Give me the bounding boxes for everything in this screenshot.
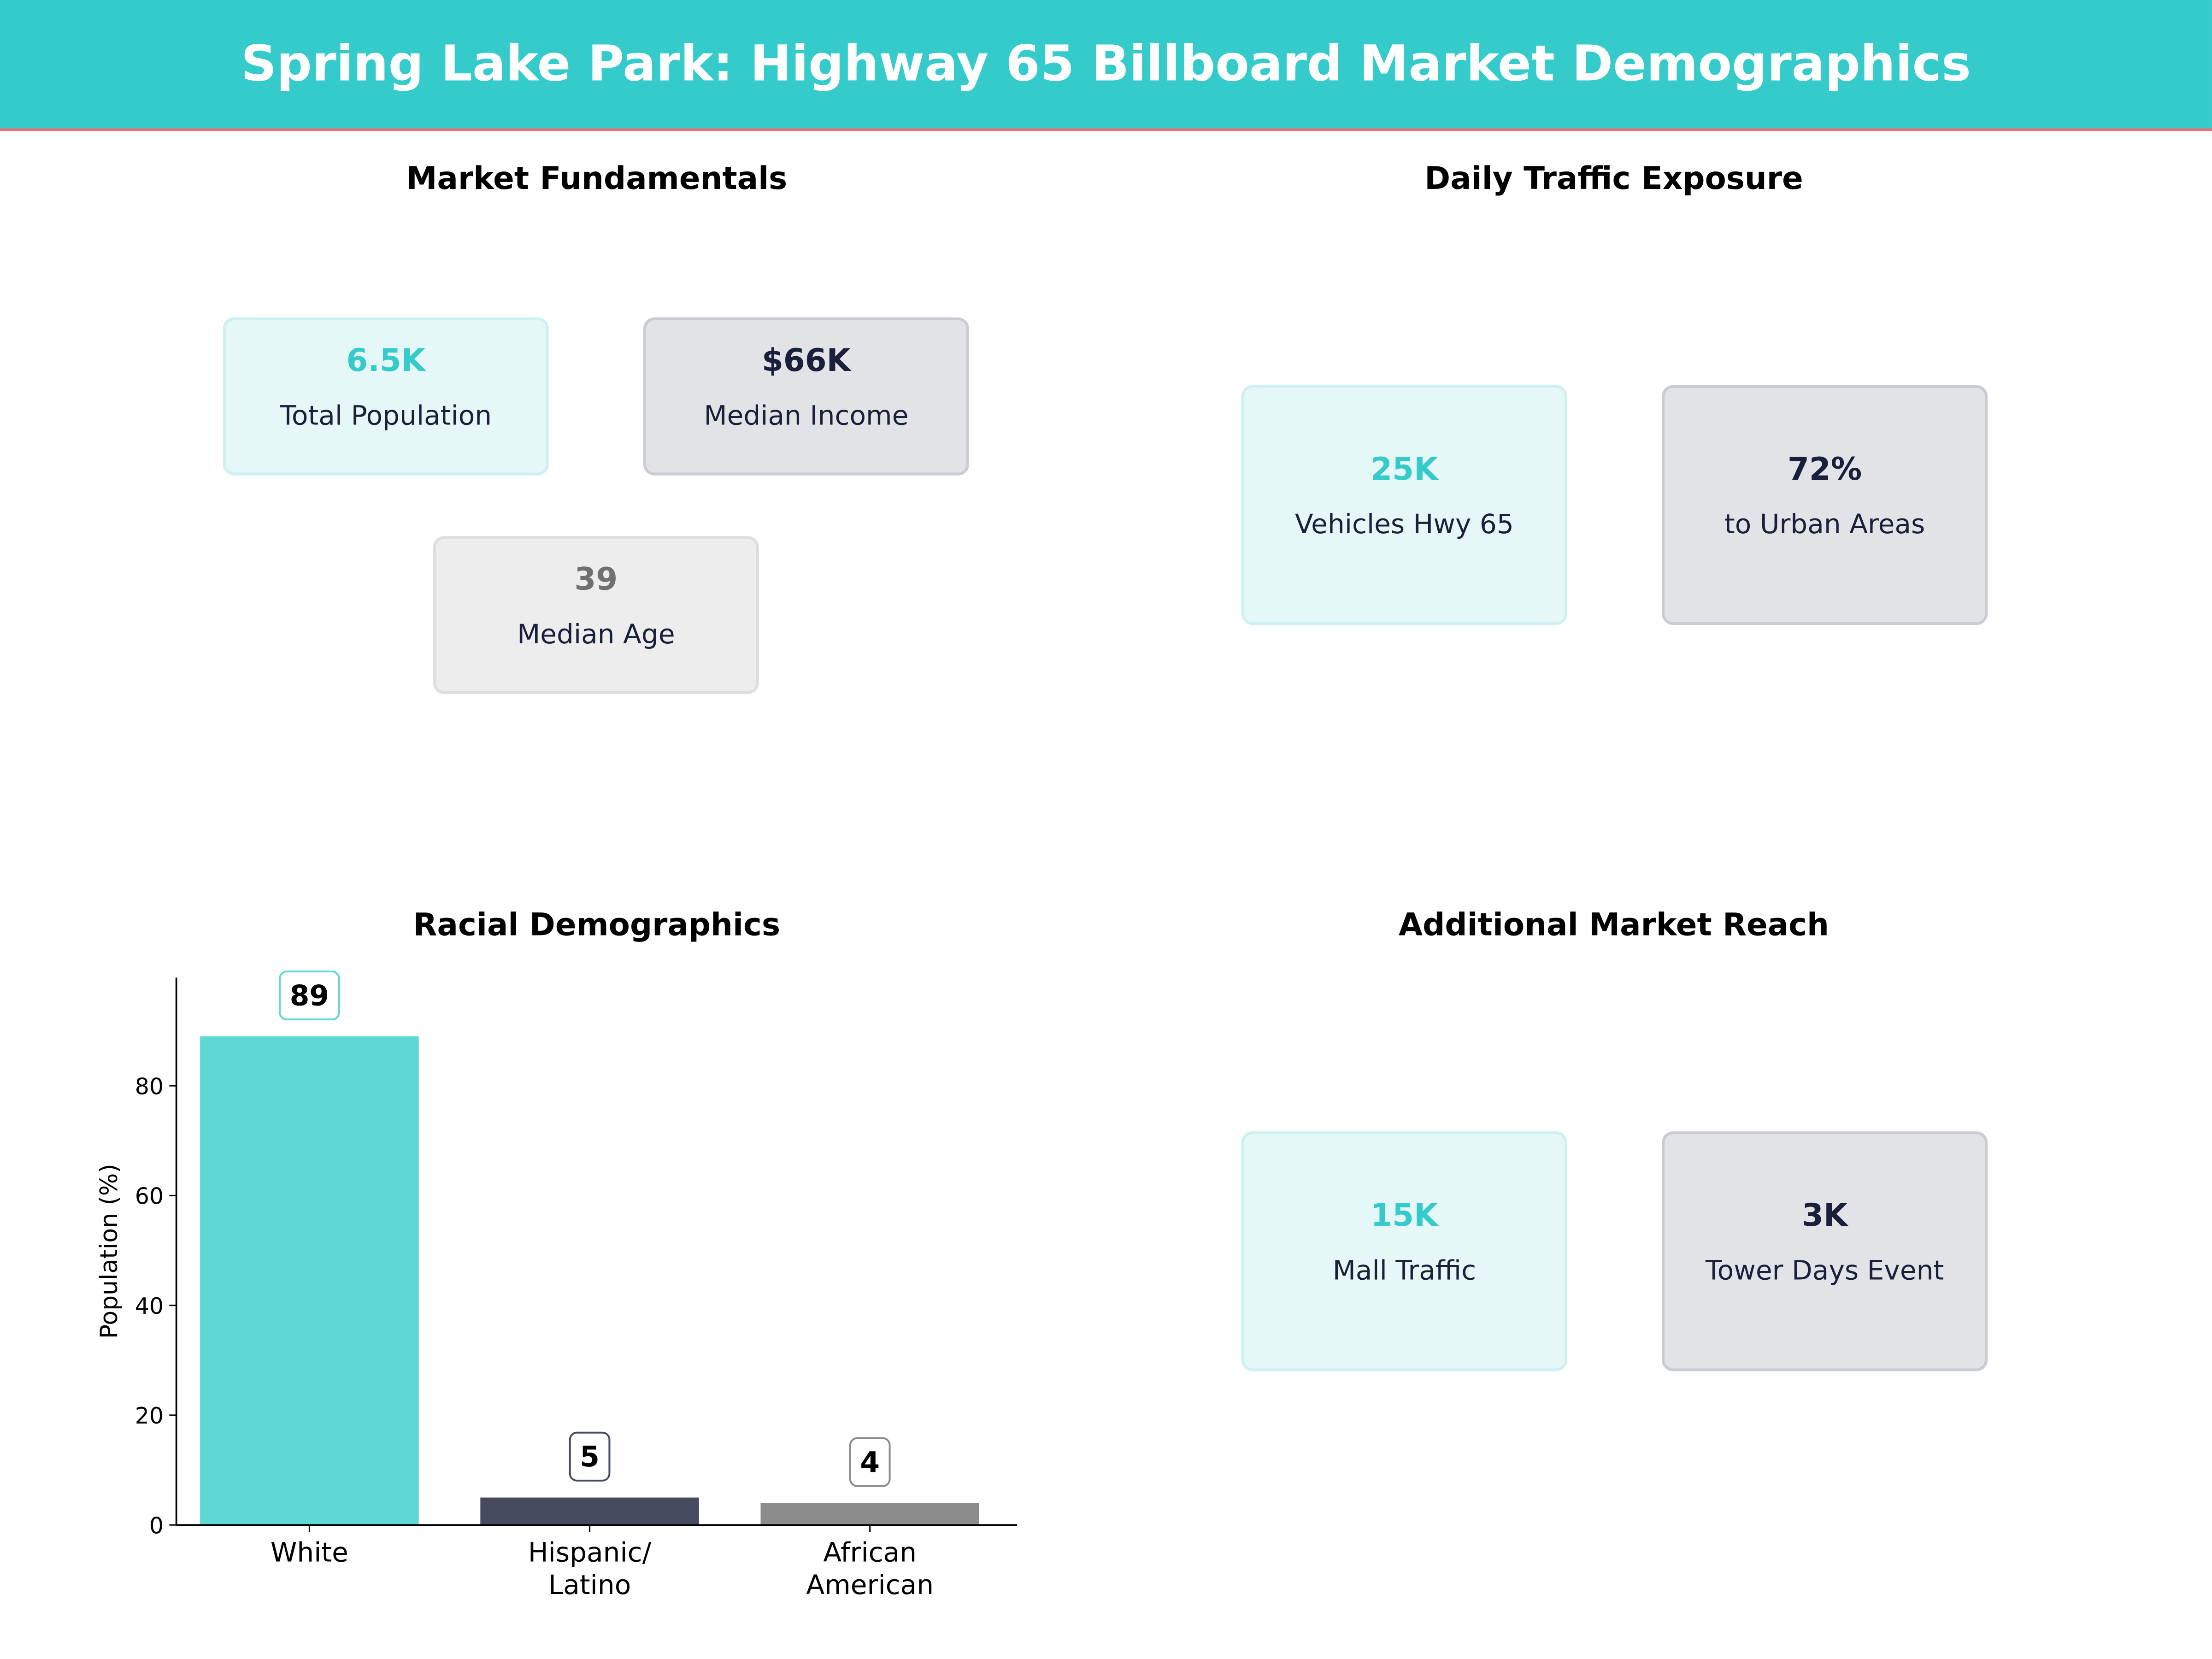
stat-value: 3K — [1802, 1199, 1848, 1235]
stat-card-income: $66K Median Income — [643, 317, 970, 476]
stat-value: 72% — [1788, 453, 1862, 488]
stat-label: Median Income — [704, 400, 909, 432]
stat-card-age: 39 Median Age — [433, 536, 759, 694]
stat-value: 25K — [1371, 453, 1438, 488]
y-tick-label: 20 — [135, 1403, 164, 1429]
stat-value: $66K — [762, 344, 851, 380]
stat-label: to Urban Areas — [1724, 509, 1925, 541]
market-fundamentals-title: Market Fundamentals — [406, 162, 788, 198]
data-label: 4 — [860, 1446, 880, 1479]
page-title: Spring Lake Park: Highway 65 Billboard M… — [0, 0, 2212, 131]
bar — [480, 1497, 699, 1525]
stat-value: 39 — [574, 563, 618, 598]
chart-title: Racial Demographics — [413, 908, 781, 944]
data-label-box — [279, 971, 340, 1021]
stat-value: 15K — [1371, 1199, 1438, 1235]
data-label-box — [569, 1431, 611, 1482]
stat-card-tower-days: 3K Tower Days Event — [1662, 1131, 1988, 1371]
stat-label: Vehicles Hwy 65 — [1294, 509, 1514, 541]
y-tick-label: 60 — [135, 1183, 164, 1210]
x-tick-label: White — [271, 1537, 348, 1568]
x-tick-label: Hispanic/ — [528, 1537, 652, 1568]
data-label: 5 — [580, 1441, 600, 1473]
data-label: 89 — [290, 980, 329, 1012]
data-label-box — [849, 1437, 891, 1487]
bar — [200, 1036, 419, 1525]
reach-title: Additional Market Reach — [1399, 908, 1829, 944]
stat-label: Mall Traffic — [1332, 1255, 1477, 1287]
stat-value: 6.5K — [346, 344, 425, 380]
y-tick-label: 80 — [135, 1073, 164, 1100]
stat-card-population: 6.5K Total Population — [223, 317, 549, 476]
y-tick-label: 0 — [149, 1513, 164, 1539]
x-tick-label: American — [806, 1569, 934, 1600]
stat-card-urban: 72% to Urban Areas — [1662, 385, 1988, 625]
x-tick-label: Latino — [548, 1569, 631, 1600]
stat-label: Median Age — [517, 619, 675, 651]
y-tick-label: 40 — [135, 1293, 164, 1319]
stat-label: Total Population — [280, 400, 492, 432]
x-tick-label: African — [823, 1537, 917, 1568]
stat-card-vehicles: 25K Vehicles Hwy 65 — [1241, 385, 1567, 625]
traffic-title: Daily Traffic Exposure — [1424, 162, 1803, 198]
stat-label: Tower Days Event — [1706, 1255, 1944, 1287]
y-axis-label: Population (%) — [95, 1164, 123, 1339]
bar — [760, 1503, 979, 1525]
stat-card-mall: 15K Mall Traffic — [1241, 1131, 1567, 1371]
